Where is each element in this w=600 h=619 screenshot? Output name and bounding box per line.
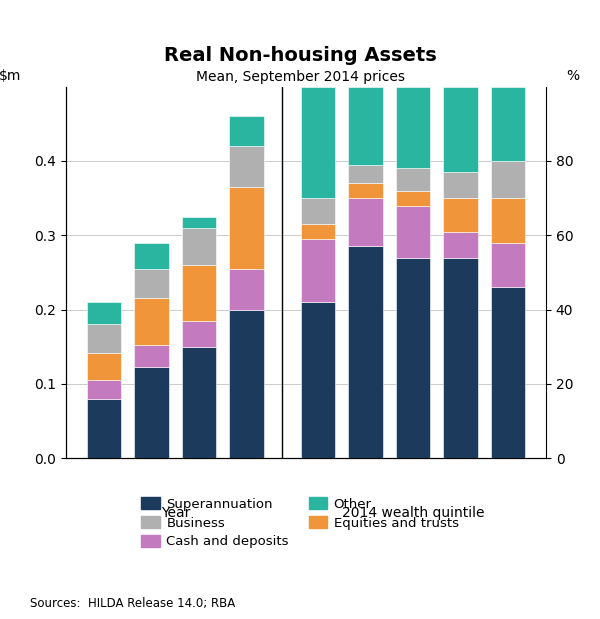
Bar [301,87,335,198]
Bar [443,172,478,198]
Bar [348,87,383,165]
Bar [396,206,430,258]
Bar [182,265,216,321]
Bar [443,232,478,258]
Bar [443,198,478,232]
Text: Real Non-housing Assets: Real Non-housing Assets [164,46,436,65]
Bar [87,353,121,380]
Bar [87,380,121,399]
Bar [348,165,383,183]
Bar [182,228,216,265]
Bar [87,399,121,458]
Bar [134,368,169,458]
Text: 2014 wealth quintile: 2014 wealth quintile [341,506,484,521]
Bar [491,87,525,161]
Bar [348,198,383,246]
Text: Year: Year [161,506,190,521]
Bar [443,258,478,458]
Bar [182,217,216,228]
Bar [134,345,169,368]
Bar [229,310,264,458]
Bar [301,224,335,239]
Bar [301,239,335,302]
Bar [87,302,121,324]
Bar [134,298,169,345]
Bar [396,258,430,458]
Bar [396,168,430,191]
Bar [491,161,525,198]
Bar [229,269,264,310]
Bar [348,183,383,198]
Bar [396,87,430,168]
Bar [491,198,525,243]
Bar [348,246,383,458]
Text: %: % [566,69,580,83]
Bar [229,116,264,146]
Bar [491,287,525,458]
Bar [229,187,264,269]
Bar [87,324,121,353]
Bar [491,243,525,287]
Bar [134,243,169,269]
Text: Mean, September 2014 prices: Mean, September 2014 prices [196,69,404,84]
Bar [182,347,216,458]
Bar [182,321,216,347]
Bar [134,269,169,298]
Bar [301,302,335,458]
Bar [396,191,430,206]
Bar [301,198,335,224]
Legend: Superannuation, Business, Cash and deposits, Other, Equities and trusts: Superannuation, Business, Cash and depos… [136,492,464,553]
Bar [443,87,478,172]
Text: Sources:  HILDA Release 14.0; RBA: Sources: HILDA Release 14.0; RBA [30,597,235,610]
Text: $m: $m [0,69,21,83]
Bar [229,146,264,187]
